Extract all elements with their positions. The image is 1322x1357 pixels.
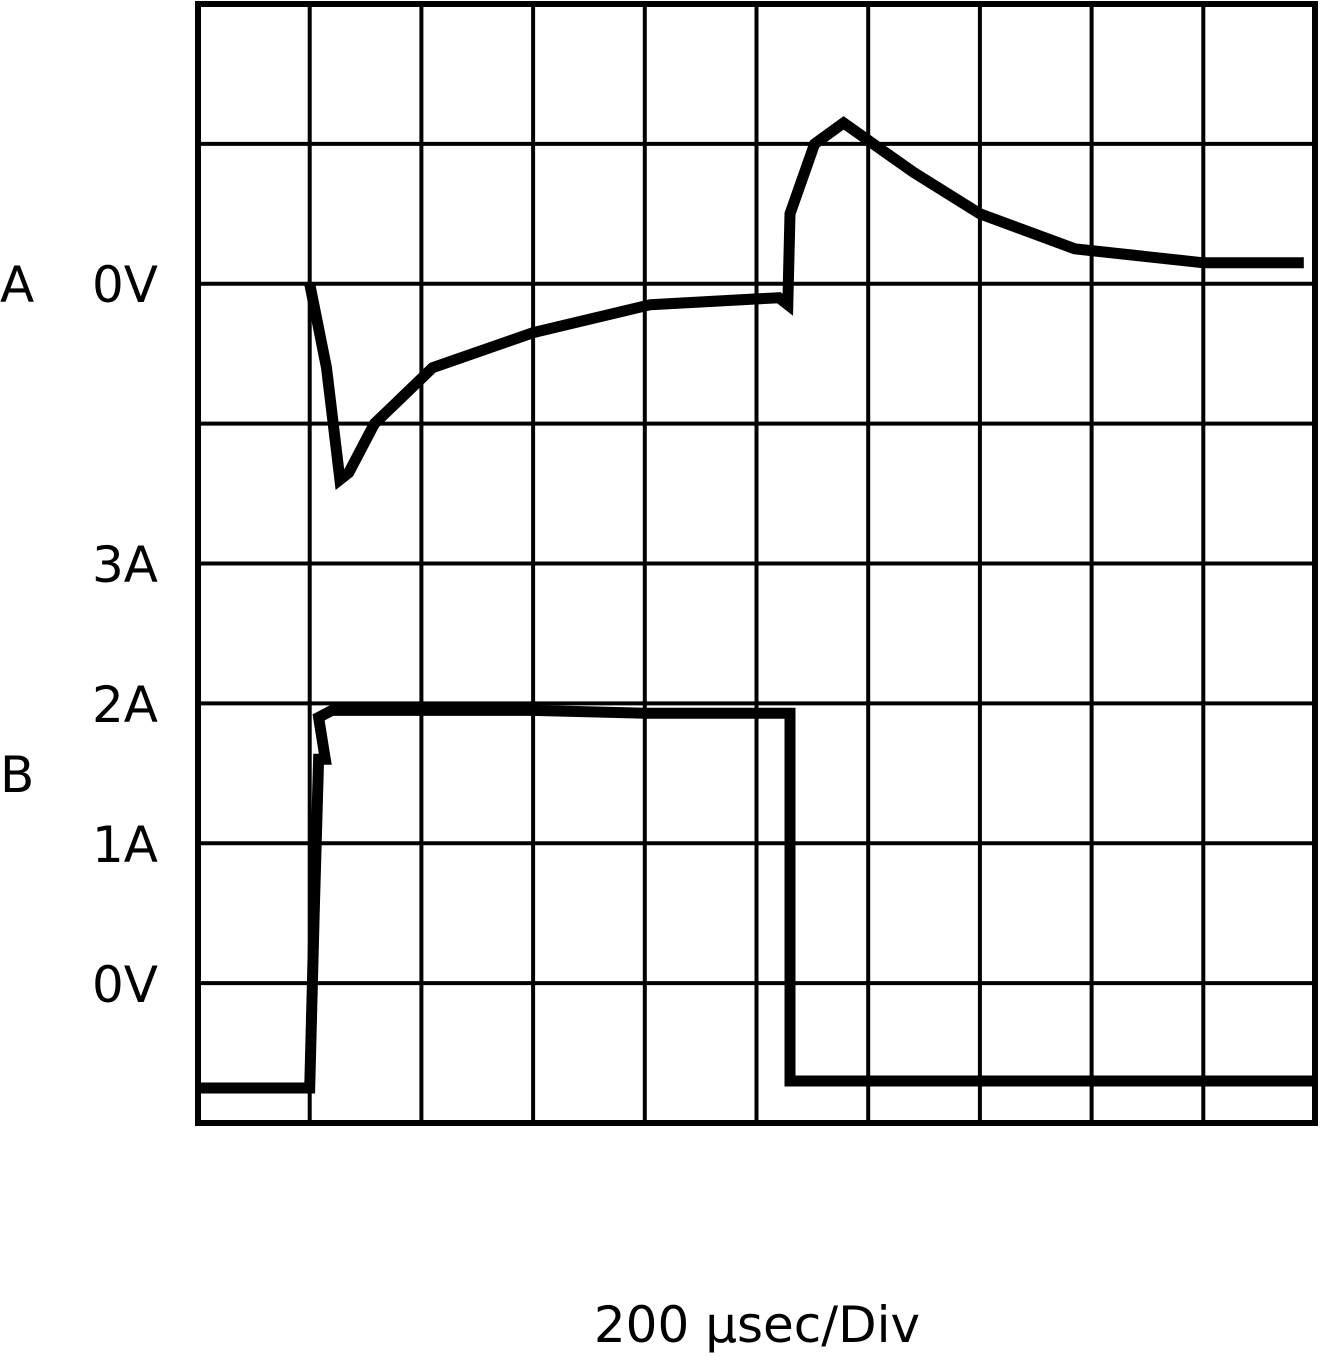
grid bbox=[198, 4, 1315, 1123]
channel-a-label: A bbox=[0, 256, 34, 314]
channel-b-label: B bbox=[0, 746, 34, 804]
y-tick-label-2a: 2A bbox=[92, 676, 158, 734]
trace-b bbox=[198, 704, 1315, 1094]
y-tick-label-3a: 3A bbox=[92, 536, 158, 594]
labels: A 0V B 3A 2A 1A 0V 200 µsec/Div bbox=[0, 256, 920, 1354]
x-axis-label: 200 µsec/Div bbox=[594, 1296, 920, 1354]
trace-a bbox=[304, 116, 1304, 490]
y-tick-label-1a: 1A bbox=[92, 816, 158, 874]
y-tick-label-0v: 0V bbox=[92, 956, 158, 1014]
channel-a-zero-label: 0V bbox=[92, 256, 158, 314]
plot-frame bbox=[195, 1, 1318, 1126]
traces bbox=[198, 116, 1315, 1094]
